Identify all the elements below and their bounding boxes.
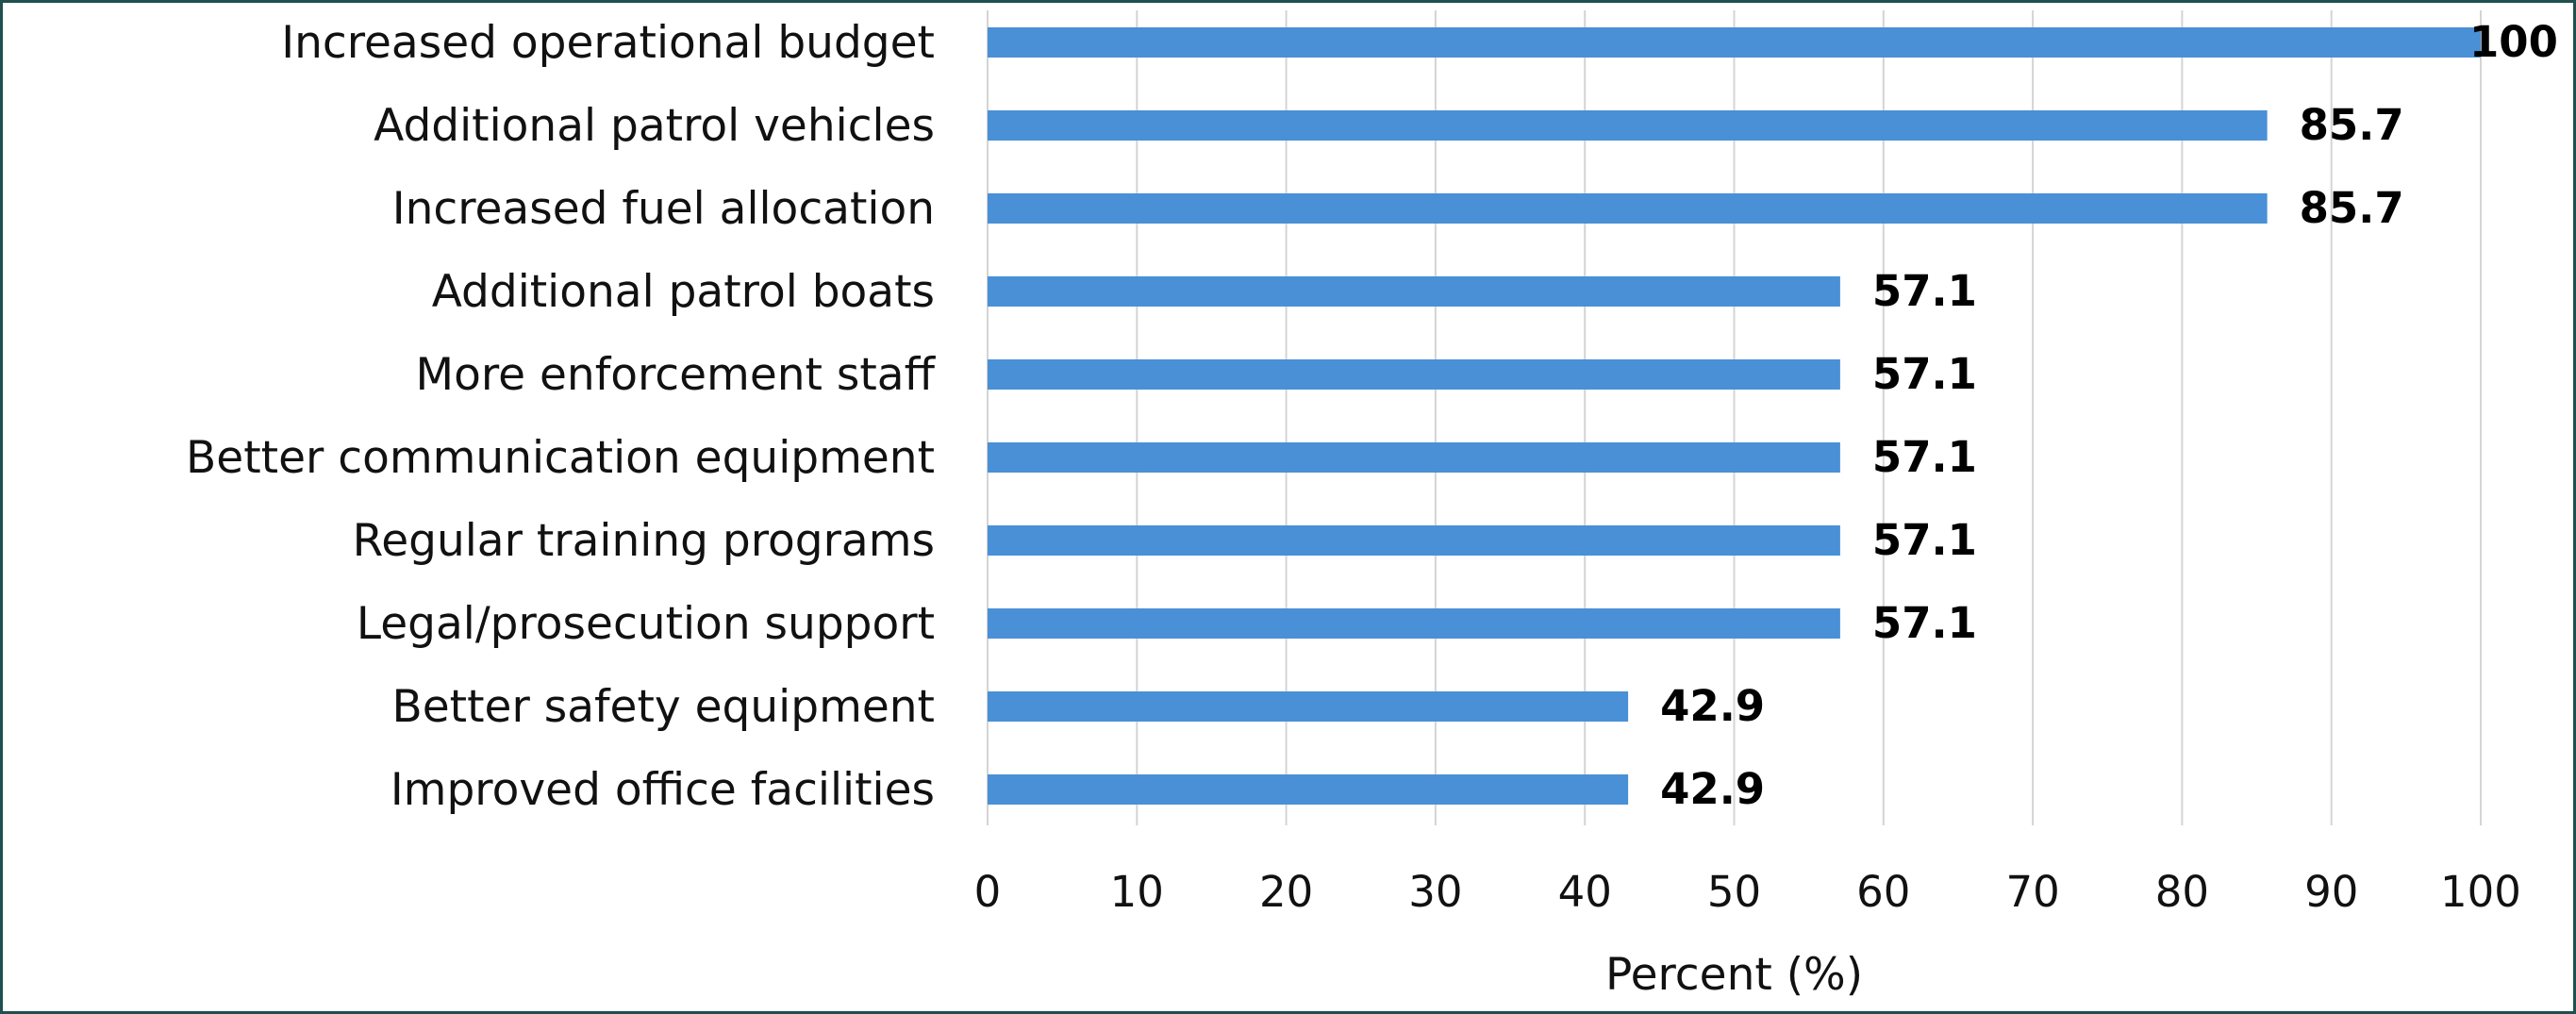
category-label: More enforcement staff [416,349,937,401]
data-labels: 100 85.7 85.7 57.1 57.1 57.1 57.1 57.1 42.9 42.9 [1660,17,2558,814]
bar [988,442,1840,473]
category-label: Legal/prosecution support [357,598,935,650]
category-label: Additional patrol boats [432,266,935,318]
x-tick-label: 20 [1259,867,1313,917]
x-tick-label: 40 [1558,867,1612,917]
category-label: Increased fuel allocation [392,183,935,235]
bar [988,193,2268,224]
bar [988,359,1840,390]
data-label: 57.1 [1872,349,1977,399]
bar-chart: Increased operational budget Additional p… [186,10,2558,1001]
data-label: 57.1 [1872,266,1977,316]
data-label: 42.9 [1660,681,1765,731]
bar [988,27,2481,58]
x-tick-label: 10 [1110,867,1164,917]
data-label: 57.1 [1872,432,1977,482]
x-tick-label: 50 [1707,867,1761,917]
category-label: Better communication equipment [186,432,935,484]
data-label: 57.1 [1872,598,1977,648]
bar [988,110,2268,141]
bar [988,691,1629,722]
x-tick-label: 70 [2005,867,2059,917]
x-axis-title: Percent (%) [1605,949,1863,1001]
category-label: Increased operational budget [281,17,935,69]
x-tick-label: 90 [2304,867,2358,917]
category-label: Regular training programs [353,515,935,567]
x-tick-label: 30 [1408,867,1462,917]
category-label: Better safety equipment [392,681,935,733]
x-tick-label: 80 [2155,867,2209,917]
bar [988,774,1629,805]
data-label: 85.7 [2300,100,2404,150]
category-label: Improved office facilities [391,764,935,816]
bar [988,608,1840,639]
x-tick-label: 0 [974,867,1002,917]
x-tick-label: 100 [2440,867,2521,917]
data-label: 100 [2469,17,2558,67]
grid-lines [987,10,2482,825]
x-tick-label: 60 [1856,867,1910,917]
data-label: 42.9 [1660,764,1765,814]
bar [988,525,1840,556]
category-labels: Increased operational budget Additional p… [186,17,937,816]
x-tick-labels: 0 10 20 30 40 50 60 70 80 90 100 [974,867,2521,917]
bar [988,276,1840,307]
data-label: 57.1 [1872,515,1977,565]
category-label: Additional patrol vehicles [374,100,935,152]
bars [988,27,2481,805]
data-label: 85.7 [2300,183,2404,233]
